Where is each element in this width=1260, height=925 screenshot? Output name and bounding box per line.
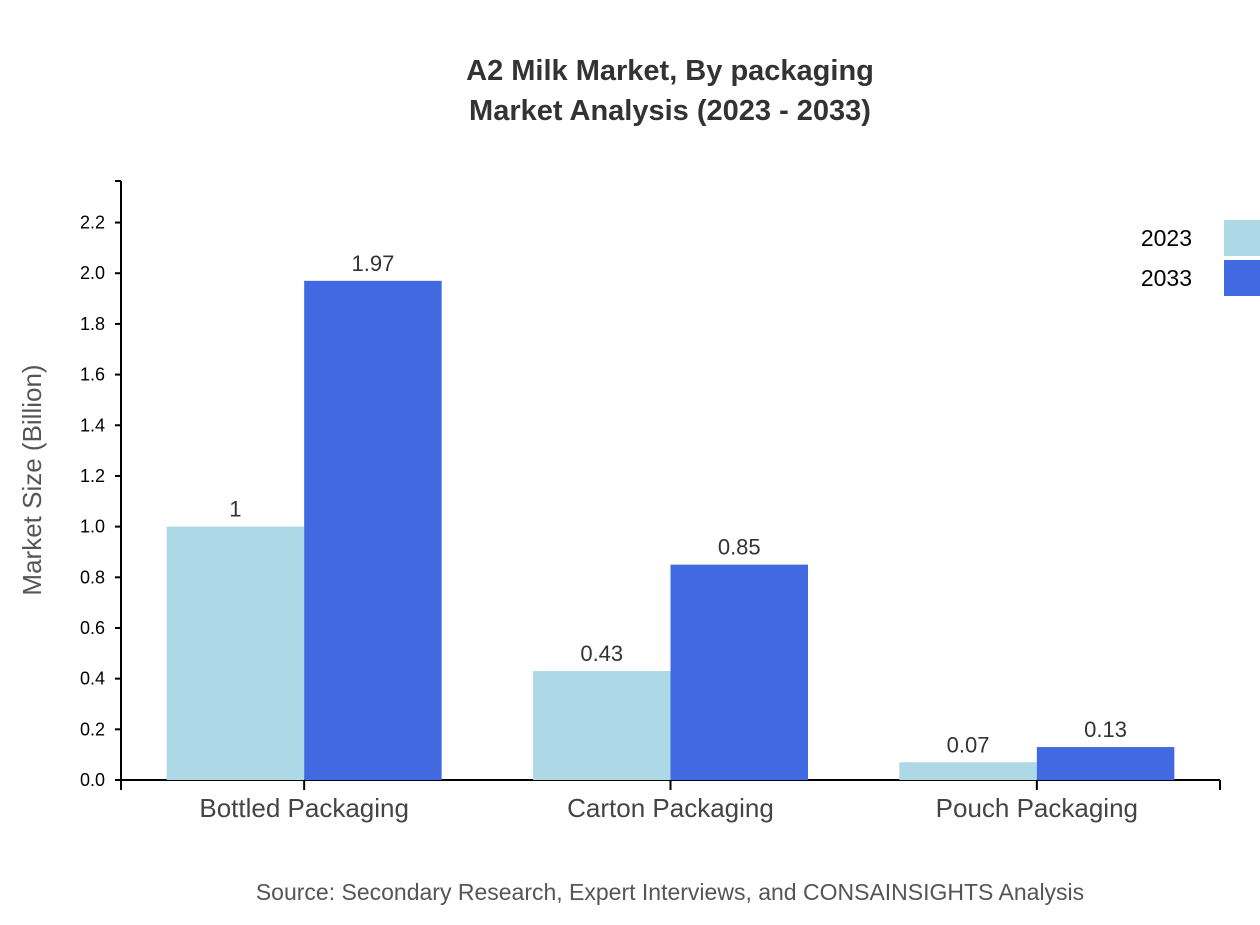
bar-value-label: 1.97 [352, 251, 395, 276]
y-tick-label: 0.0 [80, 770, 105, 790]
chart-title: A2 Milk Market, By packaging [466, 55, 874, 87]
bar-2023 [166, 526, 305, 780]
y-tick-label: 1.8 [80, 314, 105, 334]
y-tick-label: 1.6 [80, 365, 105, 385]
chart-subtitle: Market Analysis (2023 - 2033) [469, 95, 871, 127]
y-tick-label: 0.2 [80, 719, 105, 739]
y-tick-label: 1.0 [80, 517, 105, 537]
bar-value-label: 1 [229, 497, 241, 522]
y-tick-label: 1.4 [80, 415, 105, 435]
bar-value-label: 0.85 [718, 535, 761, 560]
y-tick-label: 0.4 [80, 669, 105, 689]
bar-2033 [304, 280, 442, 780]
bar-2033 [1036, 747, 1175, 780]
x-tick-label: Pouch Packaging [936, 793, 1138, 823]
legend-label: 2033 [1141, 265, 1192, 291]
bar-value-label: 0.43 [580, 641, 623, 666]
bar-2023 [899, 762, 1037, 780]
bar-value-label: 0.13 [1084, 717, 1127, 742]
y-tick-label: 1.2 [80, 466, 105, 486]
y-tick-label: 0.6 [80, 618, 105, 638]
legend-swatch-2033 [1224, 260, 1260, 296]
bar-2033 [670, 564, 808, 780]
bar-2023 [533, 671, 671, 780]
x-tick-label: Bottled Packaging [199, 793, 409, 823]
y-axis-label: Market Size (Billion) [17, 364, 47, 595]
legend-label: 2023 [1141, 225, 1192, 251]
y-tick-label: 0.8 [80, 567, 105, 587]
source-note: Source: Secondary Research, Expert Inter… [256, 879, 1084, 905]
bar-value-label: 0.07 [947, 732, 990, 757]
x-tick-label: Carton Packaging [567, 793, 774, 823]
y-tick-label: 2.2 [80, 213, 105, 233]
y-tick-label: 2.0 [80, 263, 105, 283]
legend-swatch-2023 [1224, 220, 1260, 256]
